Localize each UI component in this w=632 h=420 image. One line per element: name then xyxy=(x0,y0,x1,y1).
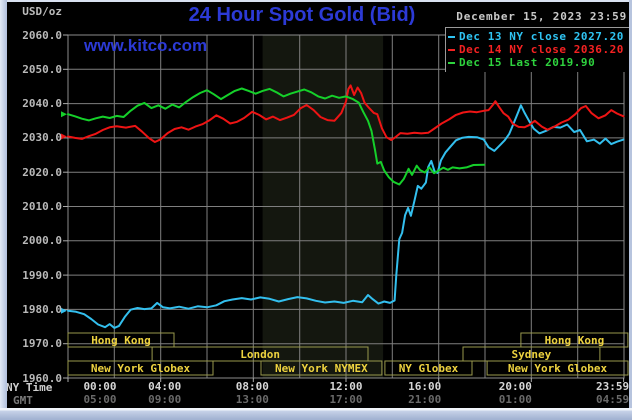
line-start-arrow xyxy=(61,307,67,314)
x-tick-label-ny: 12:00 xyxy=(329,380,363,393)
legend-item: Dec 15 Last 2019.90 xyxy=(448,56,631,69)
legend-label: Dec 14 NY close 2036.20 xyxy=(459,43,624,56)
legend-swatch xyxy=(448,35,455,38)
price-line-dec-13 xyxy=(67,104,625,329)
kitco-watermark: www.kitco.com xyxy=(84,36,208,55)
session-box xyxy=(67,332,175,348)
x-tick-label-ny: 20:00 xyxy=(498,380,532,393)
session-label: London xyxy=(240,348,280,361)
y-tick-label: 2020.0 xyxy=(22,165,62,179)
x-tick-label-ny: 04:00 xyxy=(148,380,182,393)
x-tick-label-gmt: 21:00 xyxy=(408,393,442,406)
legend-label: Dec 15 Last 2019.90 xyxy=(459,56,596,69)
session-box xyxy=(260,360,383,376)
y-axis-units-label: USD/oz xyxy=(22,5,62,18)
session-label: Hong Kong xyxy=(545,334,605,347)
y-tick-label: 1970.0 xyxy=(22,337,62,351)
x-tick-label-gmt: 09:00 xyxy=(148,393,182,406)
legend-swatch xyxy=(448,61,455,64)
y-tick-label: 2010.0 xyxy=(22,200,62,213)
y-tick-label: 1960.0 xyxy=(22,371,62,385)
y-tick-label: 1990.0 xyxy=(22,268,62,282)
session-label: NY Globex xyxy=(399,362,459,375)
y-tick-label: 2030.0 xyxy=(22,131,62,145)
x-tick-label-gmt: 13:00 xyxy=(235,393,269,406)
window-frame-right xyxy=(629,0,632,420)
legend-label: Dec 13 NY close 2027.20 xyxy=(459,30,624,43)
x-tick-label-ny: 23:59 xyxy=(596,380,630,393)
price-line-dec-15 xyxy=(67,87,486,186)
session-label: Sydney xyxy=(512,348,552,361)
price-line-dec-14 xyxy=(67,84,625,143)
line-start-arrow xyxy=(61,133,67,140)
session-box xyxy=(67,360,214,376)
chart-title: 24 Hour Spot Gold (Bid) xyxy=(188,4,416,26)
legend-item: Dec 13 NY close 2027.20 xyxy=(448,30,631,43)
y-tick-label: 2050.0 xyxy=(22,62,62,76)
session-label: New York Globex xyxy=(91,362,191,375)
chart-datetime: December 15, 2023 23:59 xyxy=(456,10,627,23)
session-box xyxy=(151,346,369,362)
window-frame-top xyxy=(0,0,632,2)
ny-time-row-label: NY Time xyxy=(6,381,53,394)
window-frame-bottom xyxy=(0,408,632,420)
session-box xyxy=(384,360,473,376)
x-tick-label-gmt: 04:59 xyxy=(596,393,630,406)
legend: Dec 13 NY close 2027.20 Dec 14 NY close 2… xyxy=(445,27,631,72)
y-tick-label: 1980.0 xyxy=(22,302,62,316)
x-tick-label-ny: 00:00 xyxy=(83,380,117,393)
window-frame-left xyxy=(0,0,7,420)
x-tick-label-gmt: 05:00 xyxy=(83,393,117,406)
session-label: New York Globex xyxy=(508,362,608,375)
x-tick-label-gmt: 01:00 xyxy=(498,393,532,406)
session-label: New York NYMEX xyxy=(275,362,368,375)
x-tick-label-ny: 08:00 xyxy=(235,380,269,393)
y-tick-label: 2000.0 xyxy=(22,234,62,248)
legend-swatch xyxy=(448,48,455,51)
legend-item: Dec 14 NY close 2036.20 xyxy=(448,43,631,56)
line-start-arrow xyxy=(61,111,67,118)
gmt-row-label: GMT xyxy=(13,394,33,407)
session-box xyxy=(486,360,629,376)
y-tick-label: 2060.0 xyxy=(22,28,62,42)
x-tick-label-ny: 16:00 xyxy=(408,380,442,393)
x-tick-label-gmt: 17:00 xyxy=(329,393,363,406)
y-tick-label: 2040.0 xyxy=(22,97,62,111)
session-label: Hong Kong xyxy=(91,334,151,347)
